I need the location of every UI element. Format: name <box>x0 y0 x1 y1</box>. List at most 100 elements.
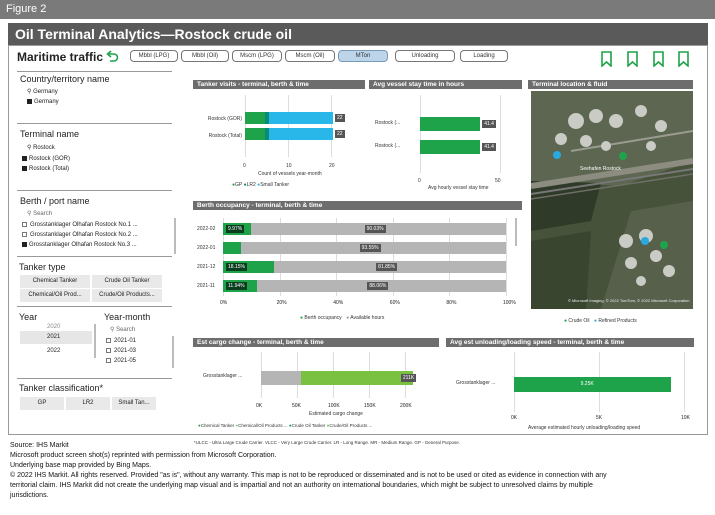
as-row-label: Rostock (... <box>375 120 401 126</box>
tv-legend: ●GP ●LR2 ●Small Tanker <box>232 182 290 188</box>
year-month-item[interactable]: 2021-01 <box>106 338 136 344</box>
ec-tick: 50K <box>292 403 301 409</box>
berth-chart-scrollbar[interactable] <box>515 218 517 246</box>
map-credit: © Microsoft Imaging, © 2022 TomTom, © 20… <box>568 298 690 303</box>
chemical-tanker-button[interactable]: Chemical Tanker <box>20 275 90 288</box>
tv-bar <box>265 128 269 140</box>
sp-tick: 5K <box>596 415 603 421</box>
year-month-search[interactable]: ⚲ Search <box>110 327 136 333</box>
crude-oil-tanker-button[interactable]: Crude Oil Tanker <box>92 275 162 288</box>
footnote: *ULCC - Ultra Large Crude Carrier. VLCC … <box>194 440 461 445</box>
sp-row-label: Grosstanklager ... <box>456 380 496 386</box>
gridline <box>223 218 224 296</box>
ec-row-label: Grosstanklager ... <box>203 373 243 379</box>
terminal-map[interactable] <box>531 91 693 309</box>
country-search[interactable]: ⚲ Germany <box>27 89 58 95</box>
year-item[interactable]: 2020 <box>47 324 61 330</box>
gridline <box>279 218 281 296</box>
bo-legend: ● Berth occupancy ● Available hours <box>300 315 385 321</box>
berth-occupancy-title: Berth occupancy - terminal, berth & time <box>193 201 522 210</box>
as-row-label: Rostock (... <box>375 143 401 149</box>
tab-mscm-oil[interactable]: Mscm (Oil) <box>285 50 335 62</box>
sp-value-label: 9.25K <box>580 381 594 387</box>
gridline <box>331 95 332 157</box>
year-month-item[interactable]: 2021-05 <box>106 358 136 364</box>
small-tanker-button[interactable]: Small Tan... <box>112 397 156 410</box>
year-item[interactable]: 2022 <box>47 348 61 354</box>
bo-tick: 40% <box>333 300 344 306</box>
page-title: Oil Terminal Analytics—Rostock crude oil <box>8 23 708 45</box>
tab-mton[interactable]: MTon <box>338 50 388 62</box>
bo-tick: 60% <box>389 300 400 306</box>
gridline <box>288 95 289 157</box>
bo-tick: 80% <box>446 300 457 306</box>
crude-oil-products-button[interactable]: Crude/Oil Products... <box>92 289 162 302</box>
tab-mscm-lpg[interactable]: Mscm (LPG) <box>232 50 282 62</box>
tv-total-label: 22 <box>335 114 345 122</box>
gp-button[interactable]: GP <box>20 397 64 410</box>
footer-line: Underlying base map provided by Bing Map… <box>10 462 152 469</box>
tv-row-label: Rostock (Total) <box>208 133 242 139</box>
figure-label: Figure 2 <box>0 0 715 19</box>
tab-loading[interactable]: Loading <box>460 50 508 62</box>
berth-item[interactable]: Grosstanklager Olhafan Rostock No.2 ... <box>22 232 138 238</box>
ec-xlabel: Estimated cargo change <box>309 411 363 417</box>
bo-row-label: 2021-12 <box>197 264 216 270</box>
gridline <box>420 95 421 173</box>
berth-scrollbar[interactable] <box>174 218 176 254</box>
bo-tick: 0% <box>220 300 228 306</box>
berth-search[interactable]: ⚲ Search <box>27 211 53 217</box>
bo-row-label: 2022-01 <box>197 245 216 251</box>
tanker-visits-title: Tanker visits - terminal, berth & time <box>193 80 365 89</box>
bo-occ-label: 18.15% <box>226 263 247 271</box>
footer-line: Source: IHS Markit <box>10 442 69 449</box>
tab-mbbl-oil[interactable]: Mbbl (Oil) <box>181 50 229 62</box>
satellite-imagery <box>531 91 693 309</box>
tab-unloading[interactable]: Unloading <box>395 50 455 62</box>
country-filter-label: Country/territory name <box>20 74 110 84</box>
year-item-selected[interactable]: 2021 <box>47 334 61 340</box>
bookmark-icon[interactable] <box>627 51 638 67</box>
berth-item[interactable]: Grosstanklager Olhafan Rostock No.1 ... <box>22 222 138 228</box>
as-value-label: 41.4 <box>482 120 496 128</box>
bookmark-icon[interactable] <box>601 51 612 67</box>
gridline <box>245 95 246 157</box>
tv-total-label: 22 <box>335 130 345 138</box>
year-month-scrollbar[interactable] <box>172 336 174 368</box>
sp-xlabel: Average estimated hourly unloading/loadi… <box>528 425 641 431</box>
lr2-button[interactable]: LR2 <box>66 397 110 410</box>
footer-line: © 2022 IHS Markit. All rights reserved. … <box>10 472 607 479</box>
terminal-item[interactable]: Rostock (GOR) <box>22 156 70 162</box>
bo-avail-label: 93.55% <box>359 244 381 252</box>
tanker-visits-chart: 22 22 <box>245 95 357 160</box>
as-tick: 50 <box>495 178 501 184</box>
footer-line: Microsoft product screen shot(s) reprint… <box>10 452 277 459</box>
berth-filter-label: Berth / port name <box>20 196 90 206</box>
back-arrow-icon[interactable] <box>105 49 119 63</box>
country-item[interactable]: Germany <box>27 99 59 105</box>
ec-tick: 200K <box>400 403 412 409</box>
bookmark-icon[interactable] <box>678 51 689 67</box>
gridline <box>449 218 451 296</box>
tv-tick: 0 <box>243 163 246 169</box>
bo-row-label: 2022-02 <box>197 226 216 232</box>
tab-mbbl-lpg[interactable]: Mbbl (LPG) <box>130 50 178 62</box>
bookmark-icon[interactable] <box>653 51 664 67</box>
year-scrollbar[interactable] <box>94 324 96 358</box>
search-icon: ⚲ <box>110 327 115 333</box>
terminal-item[interactable]: Rostock (Total) <box>22 166 69 172</box>
year-filter-label: Year <box>19 312 38 322</box>
chemical-oil-products-button[interactable]: Chemical/Oil Prod... <box>20 289 90 302</box>
footer-line: jurisdictions. <box>10 492 49 499</box>
terminal-search[interactable]: ⚲ Rostock <box>27 145 55 151</box>
gridline <box>500 95 501 173</box>
year-month-item[interactable]: 2021-03 <box>106 348 136 354</box>
map-legend: ● Crude Oil ● Refined Products <box>564 318 637 324</box>
ec-tick: 150K <box>364 403 376 409</box>
ec-bar <box>261 371 301 385</box>
ec-bar <box>300 371 413 385</box>
bo-tick: 20% <box>276 300 287 306</box>
berth-item[interactable]: Grosstanklager Olhafan Rostock No.3 ... <box>22 242 137 248</box>
gridline <box>506 218 507 296</box>
tv-row-label: Rostock (GOR) <box>207 116 242 122</box>
